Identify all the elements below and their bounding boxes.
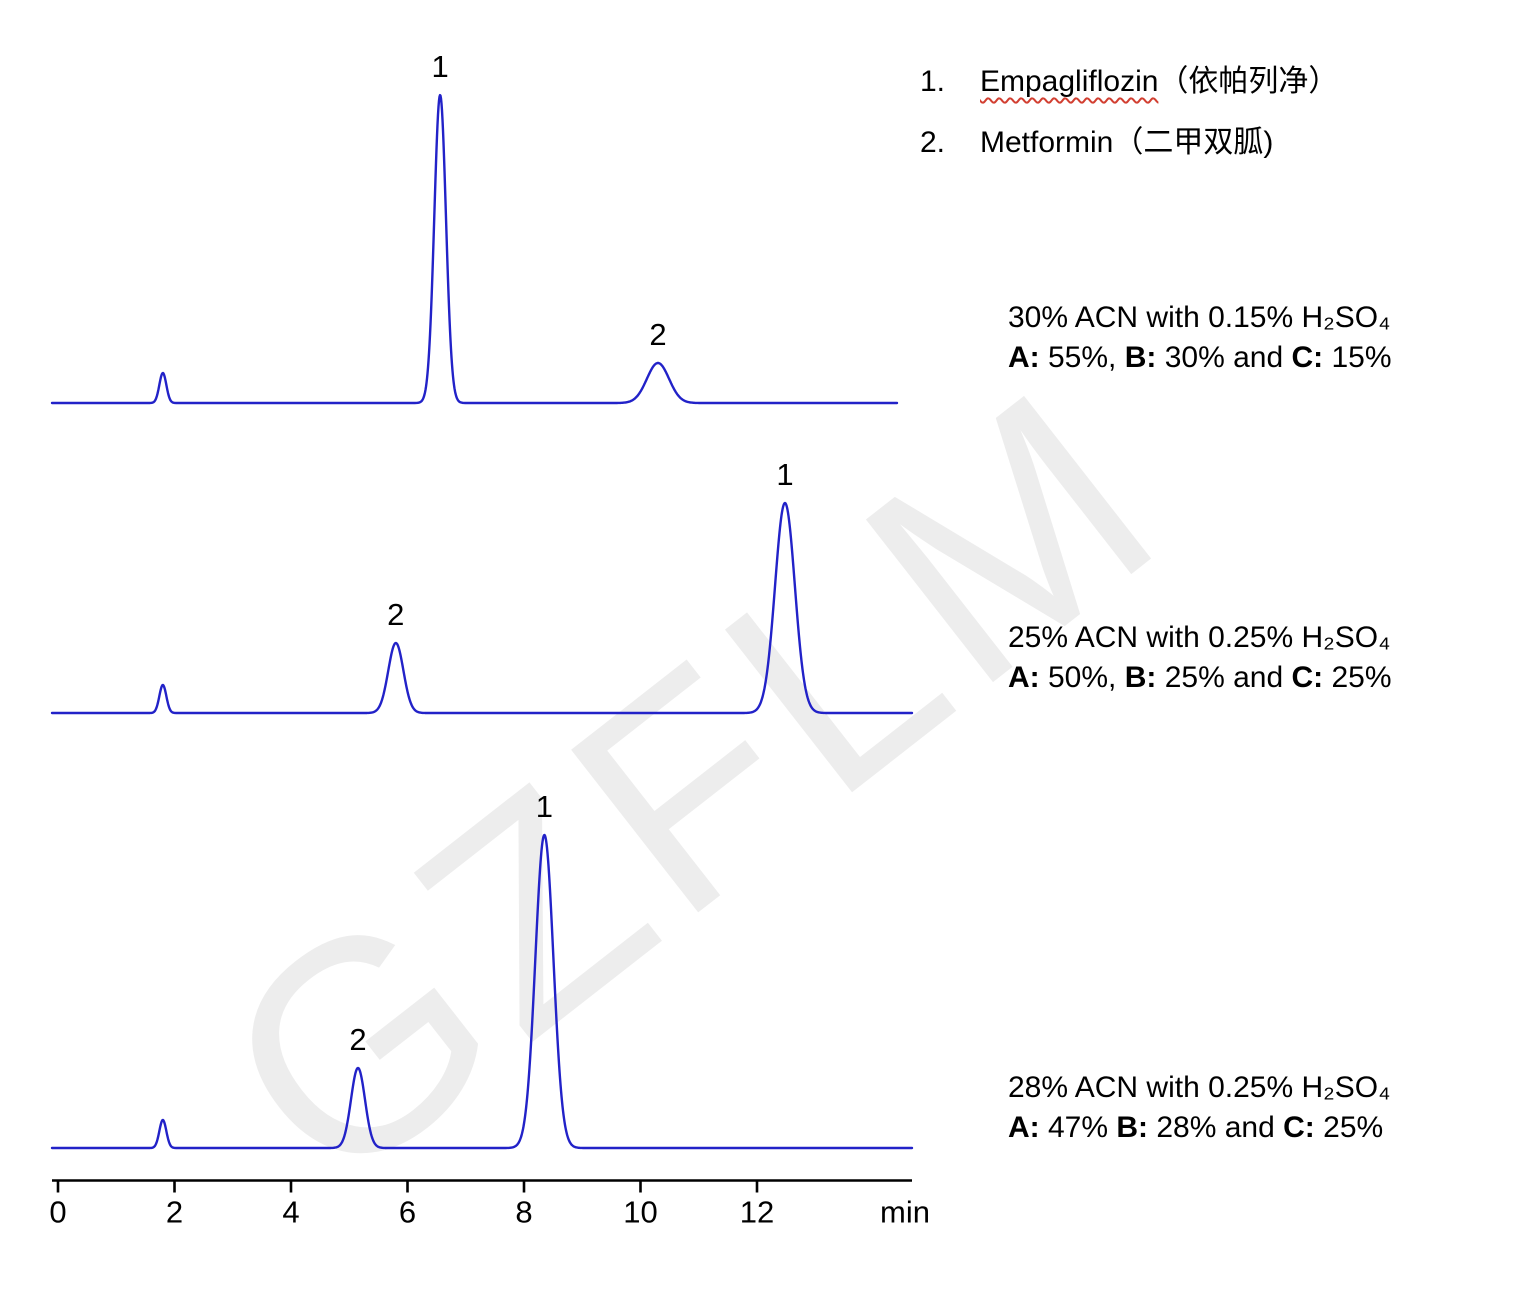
- legend-compound-name-cn: （二甲双胍): [1113, 126, 1274, 159]
- condition-block-2: 25% ACN with 0.25% H₂SO₄ A: 50%, B: 25% …: [1008, 618, 1392, 698]
- peak-label-1-trace-3: 1: [536, 789, 553, 824]
- legend-item-number: 1.: [920, 65, 946, 98]
- condition-2-composition: A: 50%, B: 25% and C: 25%: [1008, 661, 1392, 694]
- x-axis-tick-label: 4: [282, 1195, 299, 1230]
- condition-1-composition: A: 55%, B: 30% and C: 15%: [1008, 341, 1392, 374]
- condition-3-composition: A: 47% B: 28% and C: 25%: [1008, 1111, 1384, 1144]
- condition-block-3: 28% ACN with 0.25% H₂SO₄ A: 47% B: 28% a…: [1008, 1068, 1390, 1148]
- legend-item-1: 1. Empagliflozin（依帕列净）: [920, 56, 1338, 100]
- x-axis-tick-label: 10: [623, 1195, 657, 1230]
- peak-label-1-trace-1: 1: [431, 49, 448, 84]
- condition-1-mobile-phase: 30% ACN with 0.15% H₂SO₄: [1008, 301, 1391, 334]
- condition-2-mobile-phase: 25% ACN with 0.25% H₂SO₄: [1008, 621, 1391, 654]
- x-axis-tick-label: 8: [515, 1195, 532, 1230]
- peak-label-2-trace-3: 2: [349, 1022, 366, 1057]
- condition-block-1: 30% ACN with 0.15% H₂SO₄ A: 55%, B: 30% …: [1008, 298, 1392, 378]
- peak-label-2-trace-2: 2: [387, 597, 404, 632]
- legend-compound-name: Empagliflozin（依帕列净）: [980, 56, 1338, 100]
- legend-compound-name-cn: （依帕列净）: [1158, 65, 1339, 98]
- peak-label-1-trace-2: 1: [776, 457, 793, 492]
- x-axis-tick-label: 6: [399, 1195, 416, 1230]
- legend-compound-name-en: Empagliflozin: [980, 65, 1159, 98]
- x-axis-tick-label: 0: [49, 1195, 66, 1230]
- chromatogram-trace-1: [50, 93, 899, 405]
- legend-compound-name-en: Metformin: [980, 126, 1114, 159]
- condition-3-mobile-phase: 28% ACN with 0.25% H₂SO₄: [1008, 1071, 1391, 1104]
- chromatogram-trace-2: [50, 501, 914, 715]
- x-axis-unit-label: min: [880, 1195, 930, 1230]
- peak-label-2-trace-1: 2: [649, 317, 666, 352]
- peak-legend: 1. Empagliflozin（依帕列净） 2. Metformin（二甲双胍…: [920, 56, 1338, 161]
- chromatogram-trace-3: [50, 833, 914, 1150]
- legend-item-2: 2. Metformin（二甲双胍): [920, 117, 1338, 161]
- legend-item-number: 2.: [920, 126, 946, 159]
- x-axis-tick-label: 2: [166, 1195, 183, 1230]
- legend-compound-name: Metformin（二甲双胍): [980, 117, 1273, 161]
- x-axis-tick-label: 12: [740, 1195, 774, 1230]
